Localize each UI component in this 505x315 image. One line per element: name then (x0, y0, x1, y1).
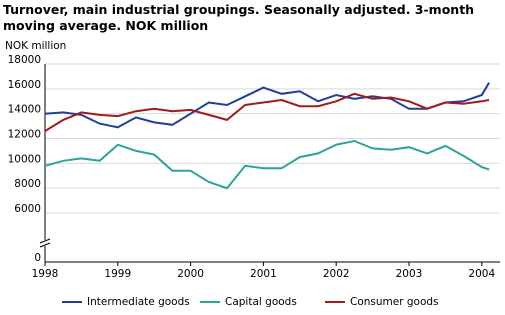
x-tick-label: 1998 (32, 268, 59, 280)
y-tick-label: 18000 (8, 54, 41, 66)
y-tick-label: 8000 (14, 178, 41, 190)
x-tick-label: 1999 (104, 268, 131, 280)
y-tick-label: 10000 (8, 153, 41, 165)
series-line (44, 92, 490, 132)
y-tick-label: 6000 (14, 203, 41, 215)
legend-item: Consumer goods (325, 296, 439, 308)
y-axis-label: NOK million (5, 40, 66, 52)
y-tick-label: 0 (34, 252, 41, 264)
series-line (44, 139, 490, 190)
y-tick-label: 14000 (8, 104, 41, 116)
legend-label: Capital goods (225, 296, 297, 308)
x-tick-label: 2002 (323, 268, 350, 280)
axis-break-gap (41, 240, 49, 246)
legend-item: Capital goods (200, 296, 297, 308)
legend-label: Consumer goods (350, 296, 439, 308)
axis-break (39, 238, 51, 248)
x-tick-label: 2000 (177, 268, 204, 280)
x-tick-label: 2001 (250, 268, 277, 280)
legend-label: Intermediate goods (87, 296, 190, 308)
y-tick-label: 16000 (8, 79, 41, 91)
chart-title: Turnover, main industrial groupings. Sea… (3, 2, 475, 33)
x-tick-label: 2004 (468, 268, 495, 280)
x-tick-label: 2003 (396, 268, 423, 280)
legend-item: Intermediate goods (62, 296, 190, 308)
y-tick-label: 12000 (8, 129, 41, 141)
series-line (44, 82, 490, 129)
